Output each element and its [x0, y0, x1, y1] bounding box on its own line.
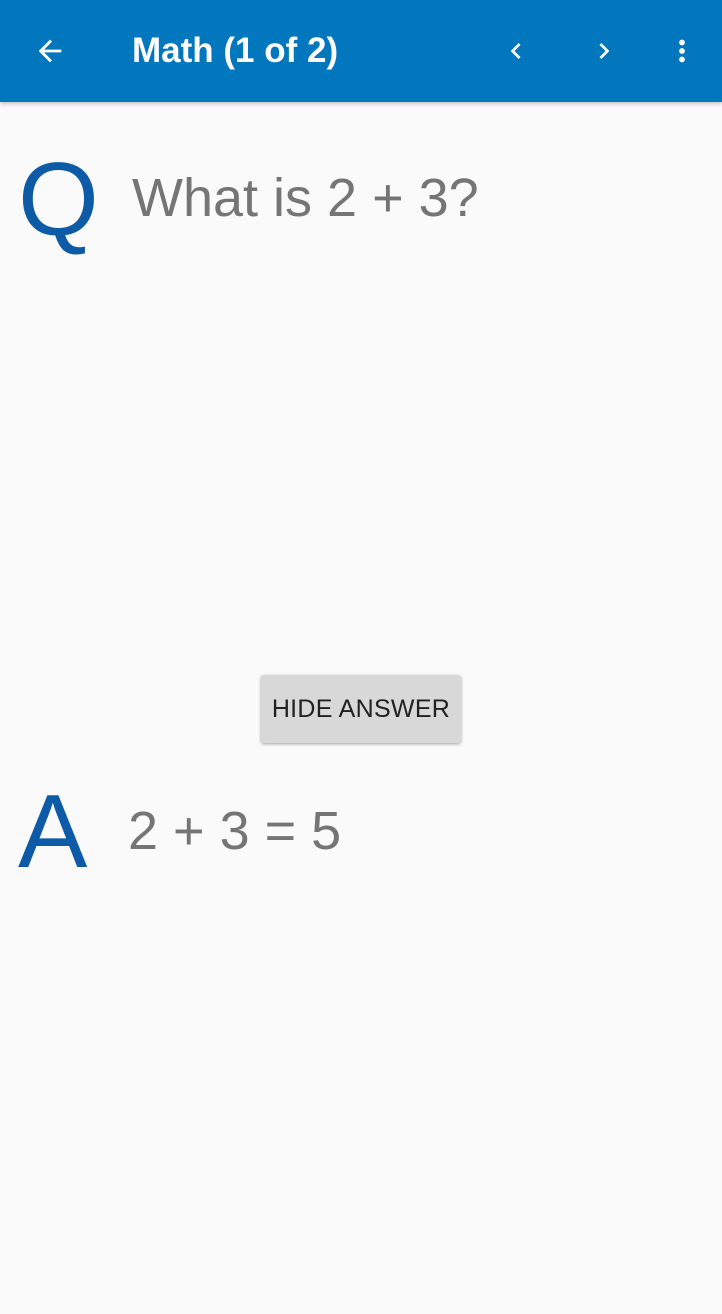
question-marker: Q	[18, 142, 99, 258]
hide-answer-button[interactable]: HIDE ANSWER	[261, 675, 461, 743]
chevron-right-icon	[599, 43, 610, 59]
answer-text: 2 + 3 = 5	[128, 801, 342, 861]
app-bar: Math (1 of 2)	[0, 0, 722, 102]
next-card-button[interactable]	[572, 0, 636, 102]
arrow-left-icon	[38, 39, 62, 63]
more-options-button[interactable]	[650, 0, 714, 102]
question-text: What is 2 + 3?	[132, 168, 479, 228]
back-button[interactable]	[18, 0, 82, 102]
answer-marker: A	[18, 774, 88, 890]
more-vert-icon	[679, 39, 685, 63]
screen-title: Math (1 of 2)	[132, 31, 339, 70]
chevron-left-icon	[510, 43, 521, 59]
previous-card-button[interactable]	[484, 0, 548, 102]
